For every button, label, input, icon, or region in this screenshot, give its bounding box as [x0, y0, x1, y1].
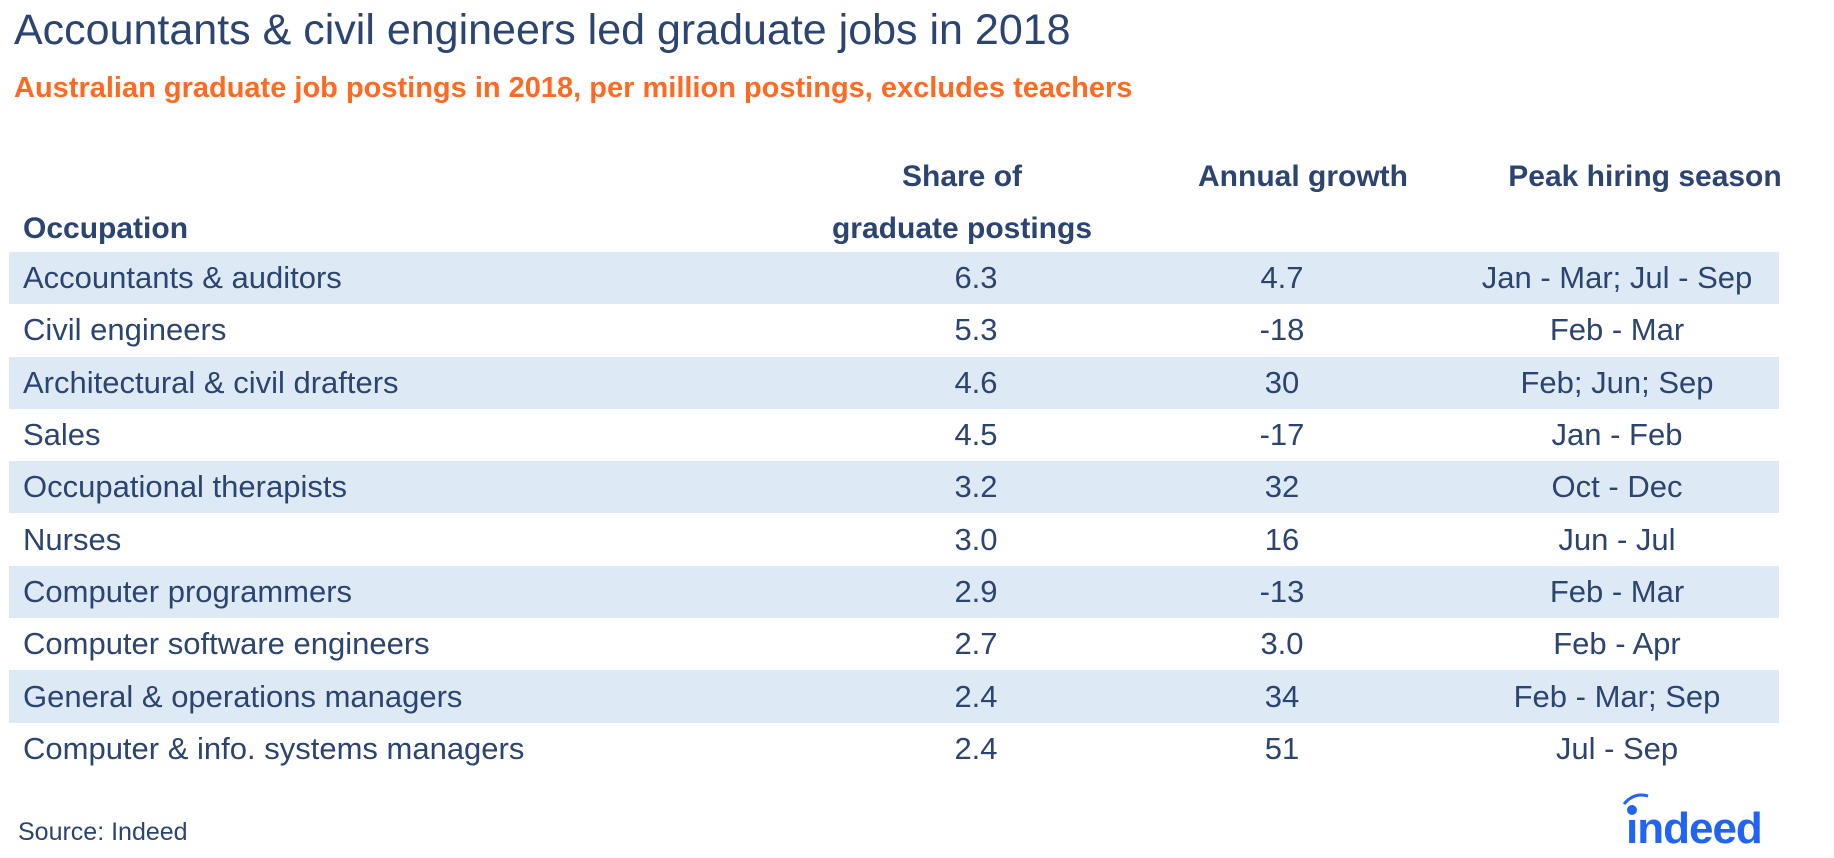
header-peak: Peak hiring season — [1508, 160, 1782, 193]
header-share-line2: graduate postings — [831, 212, 1093, 245]
share-cell: 2.4 — [954, 730, 998, 766]
occupation-cell: General & operations managers — [9, 670, 843, 723]
peak-cell: Feb - Apr — [1553, 626, 1681, 662]
table-row: Sales 4.5 -17 Jan - Feb — [9, 409, 1779, 461]
occupation-cell: Occupational therapists — [9, 461, 843, 514]
growth-cell: 4.7 — [1109, 252, 1455, 305]
peak-cell: Feb - Mar — [1549, 312, 1685, 348]
growth-cell: -13 — [1109, 565, 1455, 619]
growth-cell: 51 — [1264, 730, 1300, 766]
share-cell: 5.3 — [954, 312, 998, 348]
peak-cell: Feb; Jun; Sep — [1455, 356, 1779, 409]
table-row: Occupational therapists 3.2 32 Oct - Dec — [9, 461, 1779, 514]
peak-cell: Jun - Jul — [1558, 521, 1676, 557]
peak-cell: Jan - Feb — [1551, 417, 1683, 453]
share-cell: 2.9 — [843, 565, 1109, 619]
table-row: Computer programmers 2.9 -13 Feb - Mar — [9, 565, 1779, 619]
occupation-cell: Architectural & civil drafters — [9, 356, 843, 409]
growth-cell: 32 — [1109, 461, 1455, 514]
peak-cell: Jul - Sep — [1555, 730, 1679, 766]
occupation-cell: Accountants & auditors — [9, 252, 843, 305]
share-cell: 2.4 — [843, 670, 1109, 723]
share-cell: 3.0 — [954, 521, 998, 557]
table-row: Accountants & auditors 6.3 4.7 Jan - Mar; J… — [9, 252, 1779, 305]
header-growth: Annual growth — [1198, 160, 1408, 193]
growth-cell: 30 — [1109, 356, 1455, 409]
growth-cell: -18 — [1259, 312, 1305, 348]
occupation-table: Accountants & auditors 6.3 4.7 Jan - Mar; J… — [9, 252, 1779, 775]
page-subtitle: Australian graduate job postings in 2018… — [14, 72, 1133, 104]
indeed-logo: ındeed — [1622, 793, 1763, 850]
svg-text:ındeed: ındeed — [1626, 804, 1762, 850]
peak-cell: Feb - Mar; Sep — [1455, 670, 1779, 723]
peak-cell: Feb - Mar — [1455, 565, 1779, 619]
share-cell: 2.7 — [954, 626, 998, 662]
occupation-cell: Computer & info. systems managers — [23, 730, 525, 766]
share-cell: 3.2 — [843, 461, 1109, 514]
page-title: Accountants & civil engineers led gradua… — [14, 6, 1071, 54]
header-share-line1: Share of — [901, 160, 1023, 193]
share-cell: 6.3 — [843, 252, 1109, 305]
share-cell: 4.5 — [954, 417, 998, 453]
occupation-cell: Computer programmers — [9, 565, 843, 619]
occupation-cell: Civil engineers — [23, 312, 227, 348]
growth-cell: 34 — [1109, 670, 1455, 723]
occupation-cell: Computer software engineers — [23, 626, 430, 662]
peak-cell: Oct - Dec — [1455, 461, 1779, 514]
table-row: General & operations managers 2.4 34 Feb - … — [9, 670, 1779, 723]
occupation-cell: Nurses — [23, 521, 122, 557]
growth-cell: -17 — [1259, 417, 1305, 453]
table-row: Computer & info. systems managers 2.4 51 Ju… — [9, 723, 1779, 775]
table-row: Computer software engineers 2.7 3.0 Feb - A… — [9, 618, 1779, 670]
table-row: Architectural & civil drafters 4.6 30 Feb; … — [9, 356, 1779, 409]
table-row: Nurses 3.0 16 Jun - Jul — [9, 513, 1779, 565]
occupation-cell: Sales — [23, 417, 101, 453]
growth-cell: 3.0 — [1260, 626, 1304, 662]
header-occupation: Occupation — [23, 212, 189, 245]
growth-cell: 16 — [1264, 521, 1300, 557]
table-row: Civil engineers 5.3 -18 Feb - Mar — [9, 304, 1779, 356]
peak-cell: Jan - Mar; Jul - Sep — [1455, 252, 1779, 305]
source-note: Source: Indeed — [18, 818, 188, 846]
share-cell: 4.6 — [843, 356, 1109, 409]
